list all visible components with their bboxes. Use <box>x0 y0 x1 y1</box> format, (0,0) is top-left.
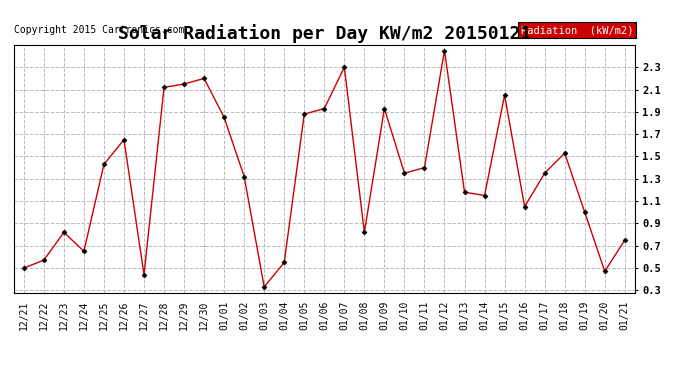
Text: Copyright 2015 Cartronics.com: Copyright 2015 Cartronics.com <box>14 25 184 35</box>
Title: Solar Radiation per Day KW/m2 20150121: Solar Radiation per Day KW/m2 20150121 <box>118 24 531 44</box>
Text: Radiation  (kW/m2): Radiation (kW/m2) <box>521 25 633 35</box>
